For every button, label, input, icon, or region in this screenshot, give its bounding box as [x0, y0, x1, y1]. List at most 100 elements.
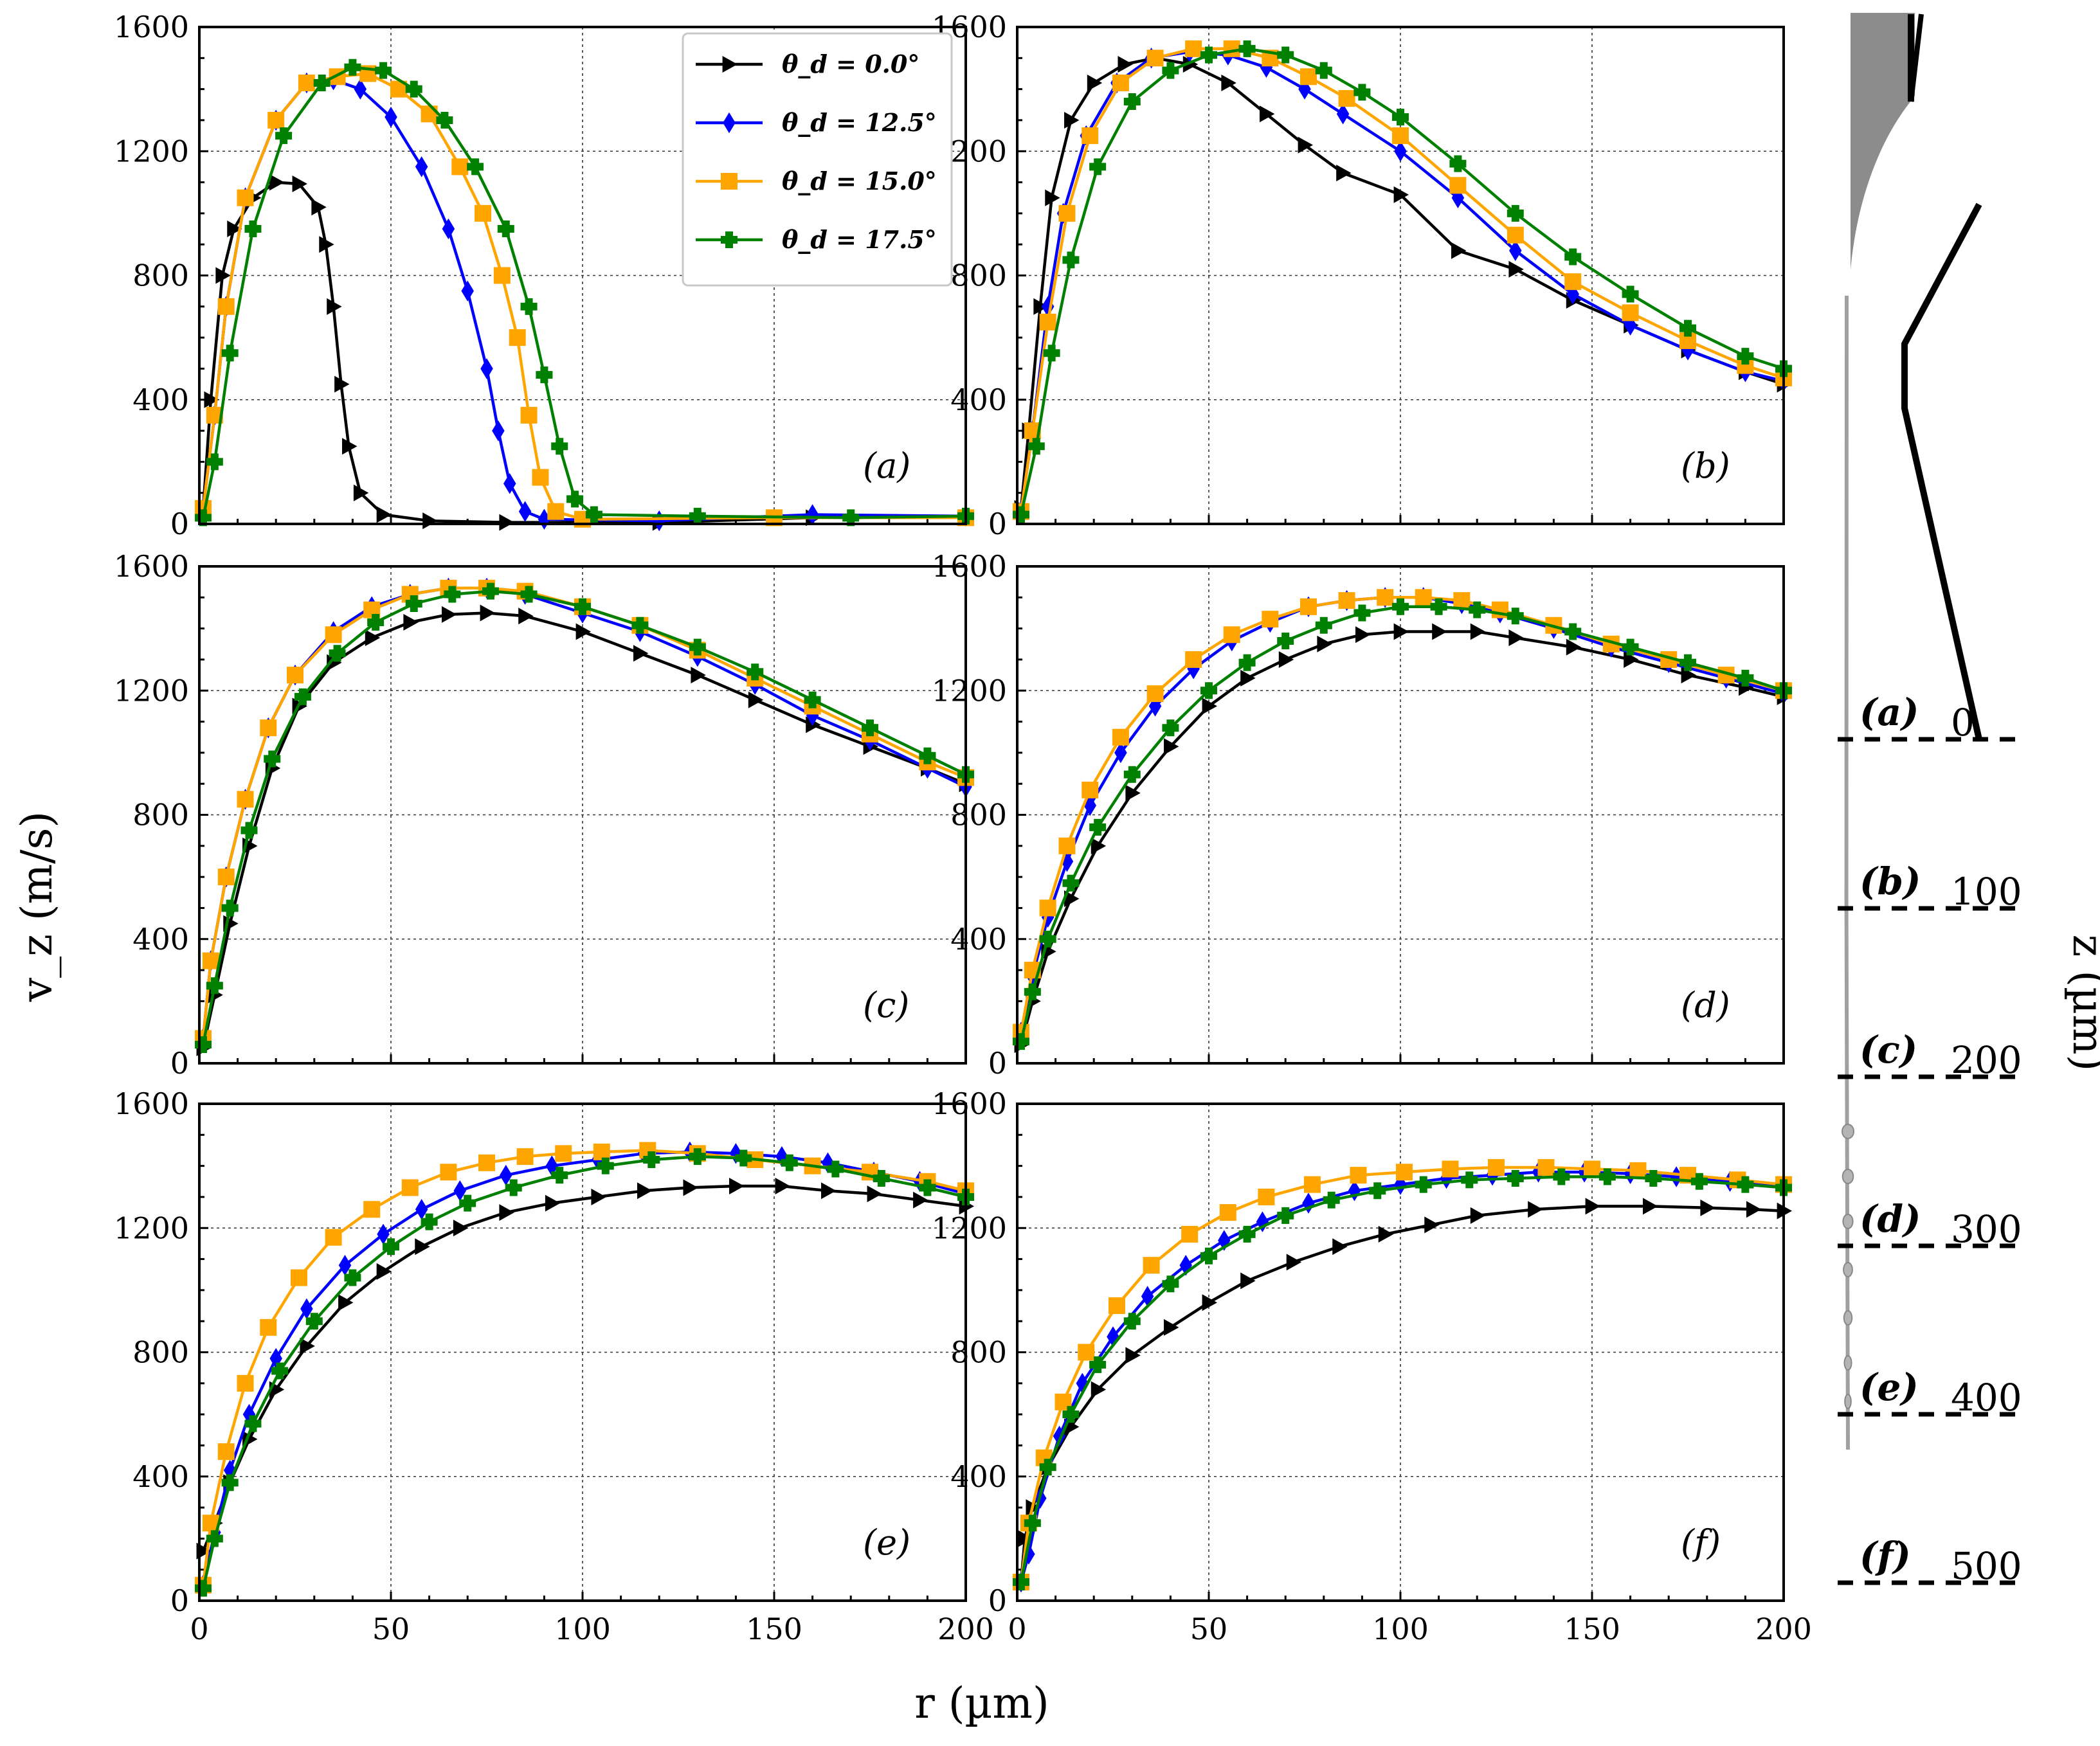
data-point	[1200, 46, 1217, 64]
data-point	[327, 654, 342, 671]
series	[194, 579, 974, 1047]
data-point	[338, 1254, 352, 1276]
y-tick-label: 400	[950, 382, 1007, 417]
data-point	[327, 298, 342, 315]
data-point	[1299, 598, 1317, 615]
x-tick-label: 0	[190, 1612, 208, 1646]
chart-panel: 0 400 800 1200 1600 (c)	[114, 549, 974, 1081]
data-point	[1584, 1160, 1600, 1178]
data-point	[747, 663, 764, 681]
data-point	[1260, 105, 1275, 123]
data-point	[221, 1474, 239, 1491]
data-point	[244, 221, 262, 238]
data-point	[1039, 930, 1056, 948]
y-tick-label: 400	[950, 922, 1007, 957]
data-point	[520, 586, 538, 603]
data-point	[873, 1169, 890, 1187]
series-line	[1019, 1175, 1784, 1583]
data-point	[1700, 1199, 1715, 1216]
series-line	[201, 1149, 966, 1586]
data-point	[1470, 1207, 1486, 1224]
data-point	[1449, 155, 1467, 172]
x-tick-label: 100	[1372, 1612, 1429, 1646]
data-point	[338, 1294, 354, 1311]
data-point	[1039, 899, 1056, 917]
droplet	[1842, 1214, 1854, 1229]
y-tick-label: 800	[950, 798, 1007, 833]
data-point	[1643, 1198, 1658, 1215]
data-point	[1108, 1297, 1125, 1315]
data-point	[480, 604, 495, 622]
data-point	[217, 1443, 235, 1461]
side-panel: (a) 0 (b) 100 (c) 200 (d) 300 (e) 400 (f) 500 z (µm)	[1838, 13, 2100, 1588]
data-point	[1353, 604, 1371, 622]
data-point	[1392, 598, 1409, 615]
data-point	[1181, 1225, 1199, 1243]
data-point	[1509, 240, 1522, 262]
data-point	[319, 236, 334, 253]
station-z-value: 0	[1951, 701, 1975, 744]
data-point	[1670, 1166, 1683, 1187]
data-point	[451, 158, 469, 176]
data-point	[459, 1194, 476, 1212]
data-point	[376, 506, 392, 523]
data-point	[545, 1155, 559, 1176]
data-point	[689, 1148, 706, 1166]
y-tick-label: 400	[950, 1459, 1007, 1494]
legend-marker	[721, 173, 738, 190]
data-point	[221, 345, 239, 362]
data-point	[1146, 685, 1164, 703]
data-point	[555, 1145, 572, 1162]
data-point	[1118, 55, 1133, 73]
data-point	[1488, 1159, 1505, 1176]
data-point	[575, 623, 591, 640]
data-point	[691, 667, 706, 684]
data-point	[1378, 1225, 1394, 1243]
data-point	[237, 1374, 254, 1392]
panels: 0 400 800 1200 1600 (a) 0 400 800 1200 1600 (b) 0 400…	[114, 10, 1812, 1646]
data-point	[1564, 248, 1582, 266]
x-tick-label: 200	[1755, 1612, 1812, 1646]
data-point	[585, 506, 602, 523]
data-point	[453, 1220, 469, 1237]
profile-line	[1901, 203, 1982, 741]
data-point	[383, 1238, 399, 1256]
data-point	[1146, 50, 1164, 67]
data-point	[593, 1143, 610, 1160]
data-point	[1112, 74, 1129, 91]
data-point	[516, 1148, 534, 1166]
data-point	[290, 1269, 307, 1286]
data-point	[493, 267, 511, 284]
data-point	[227, 221, 242, 238]
data-point	[1024, 983, 1041, 1000]
data-point	[1200, 1247, 1217, 1264]
legend-marker	[721, 231, 738, 248]
y-tick-label: 800	[132, 1335, 189, 1370]
series	[1014, 1198, 1792, 1591]
data-point	[1392, 127, 1409, 145]
y-tick-label: 400	[132, 382, 189, 417]
data-point	[683, 1179, 698, 1196]
data-point	[1089, 818, 1107, 836]
data-point	[689, 507, 706, 525]
data-point	[1286, 1254, 1302, 1271]
y-axis-label: v_z (m/s)	[12, 811, 62, 1002]
data-point	[1082, 781, 1099, 798]
data-point	[1507, 204, 1524, 222]
data-point	[1091, 1381, 1107, 1398]
data-point	[1162, 719, 1179, 737]
nozzle-body	[1851, 13, 1915, 270]
data-point	[1528, 1201, 1543, 1218]
data-point	[206, 977, 223, 995]
data-point	[478, 1154, 495, 1171]
data-point	[1062, 874, 1080, 892]
data-point	[421, 1213, 438, 1230]
data-point	[1737, 1176, 1754, 1193]
data-point	[518, 501, 532, 522]
data-point	[1415, 1176, 1432, 1193]
data-point	[221, 899, 239, 917]
data-point	[1537, 1159, 1555, 1176]
data-point	[1240, 669, 1256, 687]
